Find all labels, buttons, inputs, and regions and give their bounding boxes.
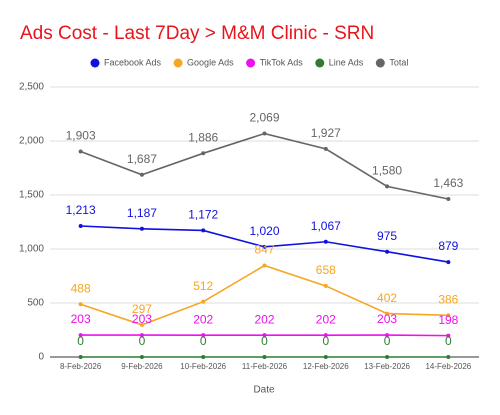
x-tick-label: 8-Feb-2026 <box>60 362 102 371</box>
data-label: 0 <box>77 334 84 348</box>
legend-marker <box>375 58 385 68</box>
data-point <box>201 333 206 338</box>
legend-marker <box>90 58 100 68</box>
data-label: 1,213 <box>66 203 96 217</box>
data-point <box>262 355 267 359</box>
data-label: 512 <box>193 279 213 293</box>
data-label: 202 <box>193 312 213 326</box>
data-point <box>323 283 328 288</box>
data-label: 1,172 <box>188 208 218 222</box>
data-point <box>78 355 83 359</box>
data-label: 297 <box>132 302 152 316</box>
x-axis-label: Date <box>253 385 275 396</box>
data-point <box>385 355 390 359</box>
data-point <box>323 146 328 151</box>
data-label: 0 <box>261 334 268 348</box>
data-label: 198 <box>438 313 458 327</box>
data-point <box>446 260 451 265</box>
y-tick-label: 2,000 <box>19 136 44 147</box>
legend-label: Google Ads <box>187 57 234 67</box>
data-label: 0 <box>322 334 329 348</box>
data-point <box>139 226 144 231</box>
data-label: 1,020 <box>249 224 279 238</box>
x-tick-label: 12-Feb-2026 <box>303 362 349 371</box>
data-label: 202 <box>254 312 274 326</box>
data-point <box>78 333 83 338</box>
x-tick-label: 10-Feb-2026 <box>180 362 226 371</box>
data-point <box>262 244 267 249</box>
data-point <box>201 355 206 359</box>
data-point <box>323 239 328 244</box>
data-label: 1,903 <box>66 129 96 143</box>
x-tick-label: 13-Feb-2026 <box>364 362 410 371</box>
data-point <box>446 333 451 338</box>
x-tick-label: 14-Feb-2026 <box>425 362 471 371</box>
data-point <box>139 355 144 359</box>
data-label: 1,463 <box>433 176 463 190</box>
data-point <box>323 355 328 359</box>
data-label: 1,927 <box>311 126 341 140</box>
data-label: 658 <box>316 263 336 277</box>
legend-marker <box>246 58 256 68</box>
data-point <box>446 196 451 201</box>
data-point <box>262 263 267 268</box>
data-point <box>446 355 451 359</box>
data-label: 0 <box>384 334 391 348</box>
data-label: 2,069 <box>249 111 279 125</box>
data-label: 0 <box>139 334 146 348</box>
legend-label: Facebook Ads <box>104 57 162 67</box>
data-point <box>385 184 390 189</box>
data-point <box>385 311 390 316</box>
legend-marker <box>173 58 183 68</box>
data-point <box>446 313 451 318</box>
data-label: 1,687 <box>127 152 157 166</box>
data-label: 488 <box>71 281 91 295</box>
data-label: 1,580 <box>372 164 402 178</box>
data-label: 0 <box>445 334 452 348</box>
legend-label: Total <box>389 57 408 67</box>
y-tick-label: 500 <box>27 298 44 309</box>
x-tick-label: 11-Feb-2026 <box>242 362 288 371</box>
data-label: 1,886 <box>188 130 218 144</box>
legend-label: Line Ads <box>329 57 364 67</box>
legend-label: TikTok Ads <box>260 57 304 67</box>
data-label: 203 <box>377 312 397 326</box>
y-tick-label: 2,500 <box>19 82 44 93</box>
data-label: 203 <box>132 312 152 326</box>
data-point <box>385 249 390 254</box>
y-tick-label: 1,000 <box>19 244 44 255</box>
data-label: 1,067 <box>311 219 341 233</box>
chart-title: Ads Cost - Last 7Day > M&M Clinic - SRN <box>20 23 374 44</box>
data-label: 0 <box>200 334 207 348</box>
data-label: 879 <box>438 239 458 253</box>
data-point <box>78 302 83 307</box>
data-point <box>139 322 144 327</box>
data-point <box>323 333 328 338</box>
data-point <box>139 172 144 177</box>
data-label: 202 <box>316 312 336 326</box>
data-point <box>385 333 390 338</box>
data-point <box>201 228 206 233</box>
data-point <box>201 299 206 304</box>
data-point <box>262 131 267 136</box>
data-label: 1,187 <box>127 206 157 220</box>
data-label: 386 <box>438 292 458 306</box>
data-point <box>78 149 83 154</box>
data-label: 847 <box>254 243 274 257</box>
data-label: 203 <box>71 312 91 326</box>
y-tick-label: 0 <box>38 352 44 363</box>
data-point <box>78 223 83 228</box>
x-tick-label: 9-Feb-2026 <box>121 362 163 371</box>
data-point <box>262 333 267 338</box>
data-label: 975 <box>377 229 397 243</box>
data-point <box>201 151 206 156</box>
y-tick-label: 1,500 <box>19 190 44 201</box>
data-label: 402 <box>377 291 397 305</box>
data-point <box>139 333 144 338</box>
legend-marker <box>315 58 325 68</box>
